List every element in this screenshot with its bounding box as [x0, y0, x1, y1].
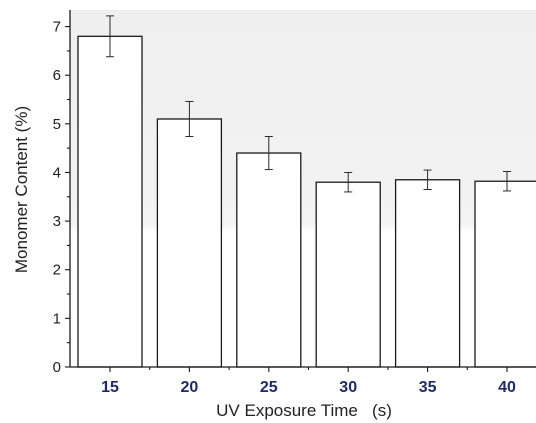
y-tick-label-2: 2 [53, 262, 61, 279]
y-tick-label-6: 6 [53, 67, 61, 84]
x-tick-label-15: 15 [101, 379, 119, 396]
error-bar-30 [344, 171, 353, 193]
error-bar-35 [423, 169, 432, 190]
y-tick-label-5: 5 [53, 116, 61, 133]
error-bar-20 [185, 100, 194, 137]
bar-15 [77, 35, 143, 368]
error-bar-15 [106, 15, 114, 58]
y-tick-label-1: 1 [53, 310, 61, 327]
bars-group [77, 35, 536, 368]
y-axis: 0 1 2 3 4 5 6 7 [53, 10, 71, 376]
bar-30 [315, 181, 381, 368]
y-axis-title: Monomer Content (%) [12, 106, 31, 273]
x-axis-title: UV Exposure Time (s) [216, 401, 392, 420]
error-bar-25 [264, 135, 273, 171]
x-tick-label-25: 25 [260, 379, 278, 396]
x-axis: 15 20 25 30 35 40 [70, 366, 536, 396]
x-tick-label-30: 30 [339, 379, 357, 396]
x-tick-label-40: 40 [498, 379, 516, 396]
x-tick-label-20: 20 [181, 379, 199, 396]
x-tick-label-35: 35 [419, 379, 437, 396]
y-tick-label-7: 7 [53, 19, 61, 36]
y-tick-label-0: 0 [53, 359, 61, 376]
bar-25 [236, 152, 302, 368]
bar-20 [156, 118, 223, 368]
error-bars-group [106, 15, 511, 193]
bar-35 [394, 179, 461, 368]
y-tick-label-4: 4 [53, 164, 61, 181]
error-bar-40 [503, 171, 511, 192]
y-tick-label-3: 3 [53, 213, 61, 230]
bar-40 [474, 180, 536, 368]
